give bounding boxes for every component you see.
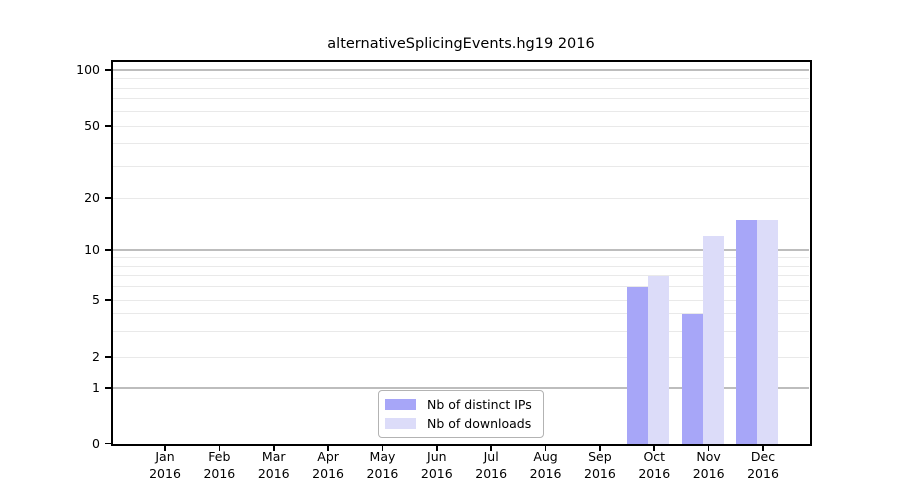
bar-downloads-oct: [648, 275, 670, 444]
x-tick-label: Jan 2016: [149, 449, 181, 481]
y-tick-mark: [105, 387, 112, 389]
y-gridline-decade: [113, 69, 809, 71]
y-tick-label: 1: [92, 380, 100, 395]
x-tick-mark: [272, 446, 275, 451]
y-gridline-minor: [113, 257, 809, 259]
legend-swatch-downloads: [385, 418, 416, 429]
y-gridline-minor: [113, 78, 809, 79]
y-tick-label: 50: [84, 118, 100, 133]
y-gridline-minor: [113, 299, 809, 301]
y-gridline-minor: [113, 197, 809, 199]
bar-distinct-ips-dec: [736, 219, 757, 444]
chart-title: alternativeSplicingEvents.hg19 2016: [327, 36, 595, 52]
y-tick-label: 5: [92, 292, 100, 307]
y-gridline-minor: [113, 265, 809, 267]
legend-item-downloads: Nb of downloads: [385, 416, 535, 431]
legend: Nb of distinct IPs Nb of downloads: [378, 390, 544, 438]
x-tick-mark: [164, 446, 166, 451]
y-tick-label: 20: [84, 190, 100, 205]
x-tick-mark: [327, 446, 329, 451]
x-tick-label: Jul 2016: [475, 449, 508, 481]
y-tick-label: 100: [76, 62, 100, 77]
bar-distinct-ips-nov: [681, 313, 703, 444]
x-tick-mark: [599, 446, 601, 451]
y-tick-mark: [105, 197, 112, 199]
y-tick-label: 0: [92, 435, 100, 451]
y-gridline-minor: [113, 286, 809, 288]
y-gridline-minor: [113, 143, 809, 145]
x-tick-label: Nov 2016: [692, 449, 725, 481]
legend-label-distinct-ips: Nb of distinct IPs: [427, 397, 532, 412]
bar-distinct-ips-oct: [627, 286, 649, 444]
y-gridline-minor: [113, 275, 809, 277]
y-tick-label: 10: [84, 242, 100, 257]
x-tick-label: Apr 2016: [312, 449, 344, 481]
x-tick-mark: [218, 446, 221, 451]
x-tick-label: Sep 2016: [584, 449, 616, 481]
y-gridline-minor: [113, 313, 809, 315]
y-tick-mark: [105, 356, 112, 358]
y-gridline-decade: [113, 387, 809, 389]
legend-swatch-distinct-ips: [385, 399, 416, 410]
bar-downloads-nov: [702, 236, 724, 444]
y-gridline-minor: [113, 165, 809, 167]
x-tick-mark: [544, 446, 547, 451]
y-tick-mark: [105, 125, 112, 127]
x-tick-mark: [762, 446, 764, 451]
x-tick-mark: [436, 446, 438, 451]
y-gridline-minor: [113, 98, 809, 100]
y-tick-mark: [105, 249, 112, 251]
legend-item-distinct-ips: Nb of distinct IPs: [385, 397, 535, 412]
x-tick-mark: [381, 446, 384, 451]
y-gridline-minor: [113, 356, 809, 358]
legend-label-downloads: Nb of downloads: [427, 416, 532, 431]
x-tick-label: Oct 2016: [638, 449, 671, 481]
x-tick-label: Mar 2016: [257, 449, 290, 481]
bar-downloads-dec: [757, 219, 778, 444]
x-tick-mark: [490, 446, 492, 451]
x-tick-mark: [707, 446, 710, 451]
x-tick-label: Dec 2016: [747, 449, 779, 481]
x-tick-label: May 2016: [366, 449, 399, 481]
y-tick-mark: [105, 442, 112, 445]
x-tick-label: Aug 2016: [529, 449, 562, 481]
y-gridline-minor: [113, 125, 809, 127]
y-gridline-minor: [113, 331, 809, 333]
y-tick-mark: [105, 299, 112, 301]
y-tick-mark: [105, 69, 112, 71]
y-tick-label: 2: [92, 349, 100, 364]
y-gridline-decade: [113, 249, 809, 251]
x-tick-label: Jun 2016: [420, 449, 453, 481]
y-gridline-minor: [113, 110, 809, 112]
x-tick-label: Feb 2016: [203, 449, 236, 481]
y-gridline-minor: [113, 87, 809, 89]
x-tick-mark: [653, 446, 656, 451]
